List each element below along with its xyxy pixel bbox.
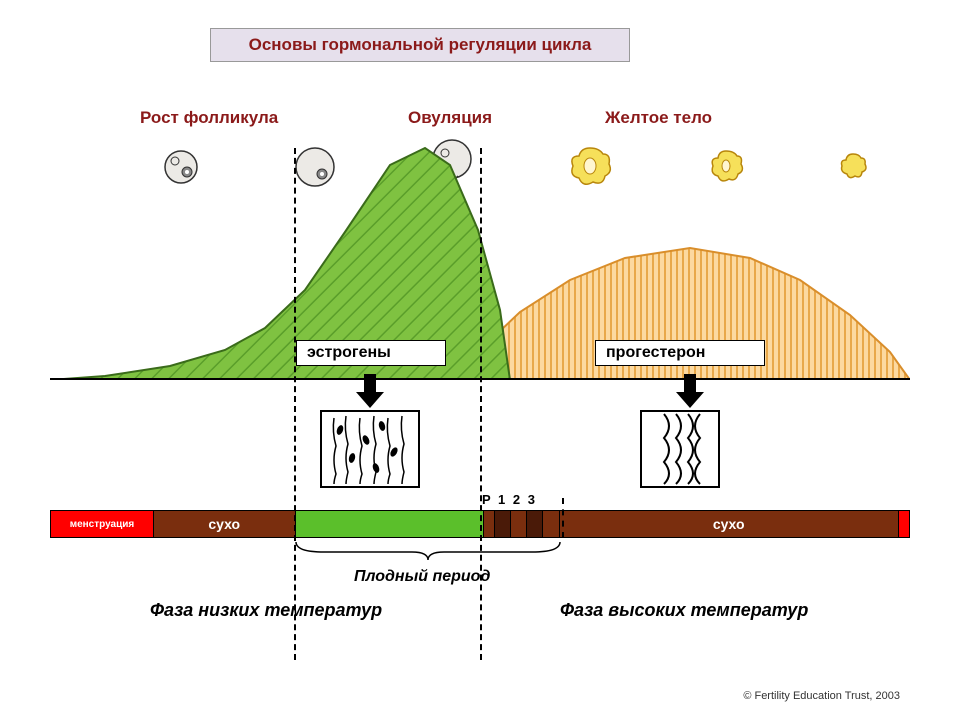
timeline-seg-end: [899, 511, 909, 537]
peak-day-marks: P 1 2 3: [482, 492, 537, 507]
copyright-text: © Fertility Education Trust, 2003: [743, 690, 900, 702]
fertile-brace: [294, 540, 562, 562]
vline-ovulation: [480, 148, 482, 660]
mucus-box-infertile: [640, 410, 720, 488]
low-temp-label: Фаза низких температур: [150, 600, 382, 621]
estrogen-label: эстрогены: [307, 344, 391, 361]
arrow-down-progesterone: [672, 374, 708, 410]
timeline-seg-2: [527, 511, 543, 537]
arrow-down-estrogen: [352, 374, 388, 410]
high-temp-label: Фаза высоких температур: [560, 600, 808, 621]
vline-fertile-start: [294, 148, 296, 660]
fertile-period-label: Плодный период: [354, 568, 490, 586]
progesterone-label: прогестерон: [606, 344, 705, 361]
title-text: Основы гормональной регуляции цикла: [249, 35, 592, 55]
timeline-seg-3: [543, 511, 559, 537]
estrogen-label-box: эстрогены: [296, 340, 446, 366]
timeline-seg-1: [495, 511, 511, 537]
timeline-seg-dry-1: сухо: [154, 511, 296, 537]
mucus-box-fertile: [320, 410, 420, 488]
vline-peak-end: [562, 498, 564, 538]
timeline-seg-menstruation: менструация: [51, 511, 154, 537]
phase-label-corpus: Желтое тело: [605, 108, 712, 128]
progesterone-label-box: прогестерон: [595, 340, 765, 366]
timeline-seg-p: [484, 511, 494, 537]
timeline-seg-1b: [511, 511, 527, 537]
phase-label-follicle: Рост фолликула: [140, 108, 278, 128]
phase-label-ovulation: Овуляция: [408, 108, 492, 128]
timeline-seg-dry-2: сухо: [560, 511, 899, 537]
title-box: Основы гормональной регуляции цикла: [210, 28, 630, 62]
timeline-seg-fertile: [296, 511, 485, 537]
